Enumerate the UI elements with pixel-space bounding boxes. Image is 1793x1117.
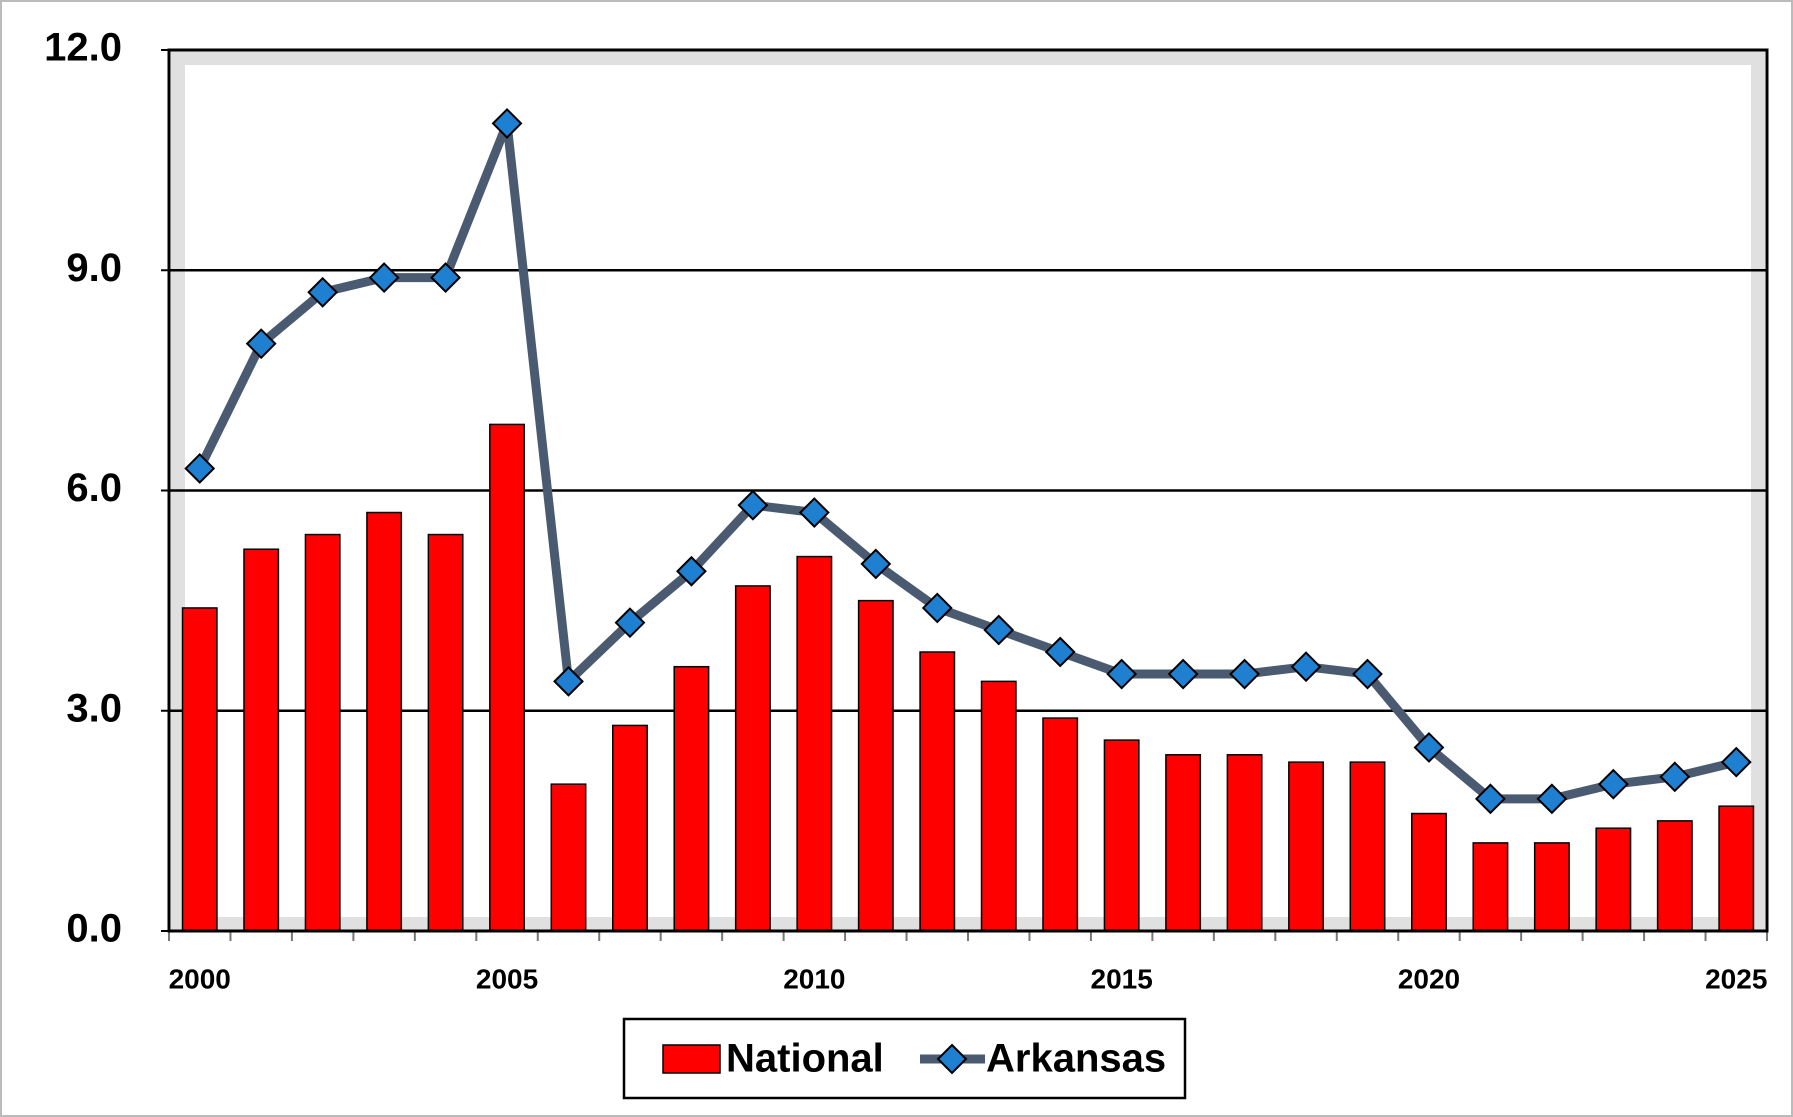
bar bbox=[1288, 761, 1324, 932]
x-tick-label: 2015 bbox=[1091, 963, 1153, 994]
x-tick-label: 2010 bbox=[783, 963, 845, 994]
bar bbox=[427, 533, 464, 932]
legend-swatch bbox=[662, 1044, 721, 1074]
bar bbox=[673, 665, 710, 932]
bar bbox=[857, 599, 894, 932]
bar bbox=[1472, 842, 1509, 932]
bar bbox=[550, 783, 587, 932]
marker bbox=[1597, 768, 1629, 800]
marker bbox=[1290, 651, 1322, 683]
marker bbox=[1106, 658, 1138, 690]
bar bbox=[734, 585, 771, 932]
marker bbox=[307, 276, 339, 308]
bar bbox=[1103, 739, 1140, 932]
legend-label: Arkansas bbox=[986, 1037, 1166, 1081]
marker bbox=[368, 262, 400, 294]
marker bbox=[1413, 732, 1445, 763]
bar bbox=[919, 651, 956, 932]
bar bbox=[796, 555, 833, 932]
bar bbox=[1042, 717, 1079, 932]
marker bbox=[553, 665, 584, 697]
bar bbox=[1533, 842, 1570, 932]
bar bbox=[243, 548, 280, 932]
y-tick-label: 3.0 bbox=[66, 686, 122, 730]
marker bbox=[860, 548, 892, 580]
legend-label: National bbox=[726, 1037, 884, 1081]
bar bbox=[1595, 827, 1632, 932]
marker bbox=[614, 607, 646, 639]
x-tick-label: 2025 bbox=[1705, 963, 1767, 994]
marker bbox=[921, 592, 953, 624]
marker bbox=[184, 453, 216, 484]
marker bbox=[1044, 636, 1076, 668]
bar bbox=[1411, 812, 1447, 932]
marker bbox=[245, 328, 277, 360]
x-tick-label: 2005 bbox=[476, 963, 538, 994]
y-tick-label: 12.0 bbox=[44, 26, 122, 70]
bar bbox=[181, 607, 218, 932]
marker bbox=[983, 614, 1015, 646]
bar bbox=[489, 423, 525, 932]
marker bbox=[1229, 658, 1260, 690]
marker bbox=[1475, 783, 1506, 815]
marker bbox=[1167, 658, 1199, 690]
marker bbox=[1720, 746, 1752, 778]
marker bbox=[430, 262, 461, 294]
legend-marker bbox=[936, 1043, 968, 1075]
bar bbox=[1165, 754, 1202, 932]
bar bbox=[1718, 805, 1755, 932]
marker bbox=[737, 489, 769, 521]
marker bbox=[491, 108, 523, 139]
marker bbox=[676, 555, 707, 587]
x-tick-label: 2000 bbox=[169, 963, 231, 994]
line bbox=[195, 118, 1738, 804]
y-tick-label: 9.0 bbox=[66, 246, 122, 290]
bar bbox=[1656, 820, 1693, 932]
bar bbox=[304, 533, 341, 932]
x-tick-label: 2020 bbox=[1398, 963, 1460, 994]
marker bbox=[1536, 783, 1568, 815]
marker bbox=[1352, 658, 1383, 690]
marker bbox=[1659, 761, 1691, 793]
bar bbox=[980, 680, 1017, 932]
plot-border bbox=[167, 48, 1769, 933]
y-tick-label: 6.0 bbox=[66, 466, 122, 510]
bar bbox=[1226, 754, 1263, 932]
bar bbox=[366, 511, 403, 932]
y-tick-label: 0.0 bbox=[66, 907, 122, 951]
bar bbox=[612, 724, 648, 932]
marker bbox=[798, 497, 830, 528]
bar bbox=[1349, 761, 1386, 932]
